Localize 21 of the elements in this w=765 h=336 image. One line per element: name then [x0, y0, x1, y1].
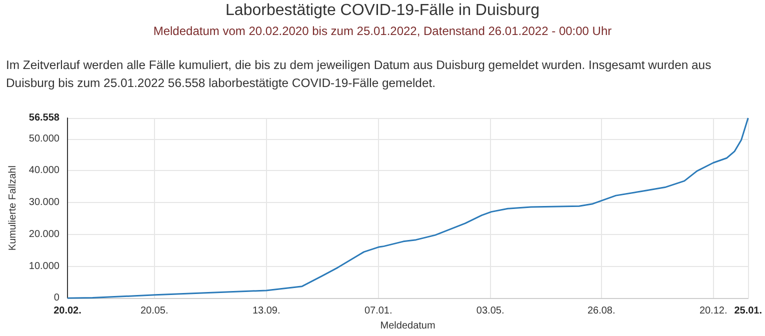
- y-tick-label: 50.000: [28, 133, 60, 144]
- x-tick-label: 20.05.: [140, 306, 168, 317]
- y-axis-title: Kumulierte Fallzahl: [8, 166, 18, 251]
- x-tick-label: 03.05.: [476, 306, 504, 317]
- chart-subtitle: Meldedatum vom 20.02.2020 bis zum 25.01.2022, Datenstand 26.01.2022 - 00:00 Uhr: [152, 24, 613, 38]
- y-tick-label: 10.000: [28, 260, 60, 272]
- x-tick-label: 25.01.: [734, 306, 762, 317]
- y-tick-label: 30.000: [28, 197, 60, 208]
- x-tick-label: 20.12.: [699, 306, 728, 317]
- text: Im Zeitverlauf werden alle Fälle kumuliert, die bis zu dem jeweiligen Datum aus Duisburg gemeldet wurden. Insgesamt wurden aus Duisburg bis zum 25.01.2022 56.558 laborbestätigte COVID-19-Fälle gemeldet.: [6, 57, 712, 92]
- x-tick-label: 07.01.: [364, 306, 392, 317]
- y-tick-label: 0: [54, 292, 60, 304]
- line-series: [66, 117, 749, 299]
- y-tick-label: 20.000: [28, 228, 60, 240]
- x-tick-label: 26.08.: [587, 306, 616, 317]
- y-tick-label: 56.558: [28, 112, 60, 124]
- y-tick-label: 40.000: [28, 165, 60, 176]
- x-axis-title: Meldedatum: [380, 320, 436, 332]
- chart-title: Laborbestätigte COVID-19-Fälle in Duisburg: [224, 2, 540, 20]
- x-tick-label: 20.02.: [54, 306, 82, 317]
- x-tick-label: 13.09.: [252, 306, 280, 317]
